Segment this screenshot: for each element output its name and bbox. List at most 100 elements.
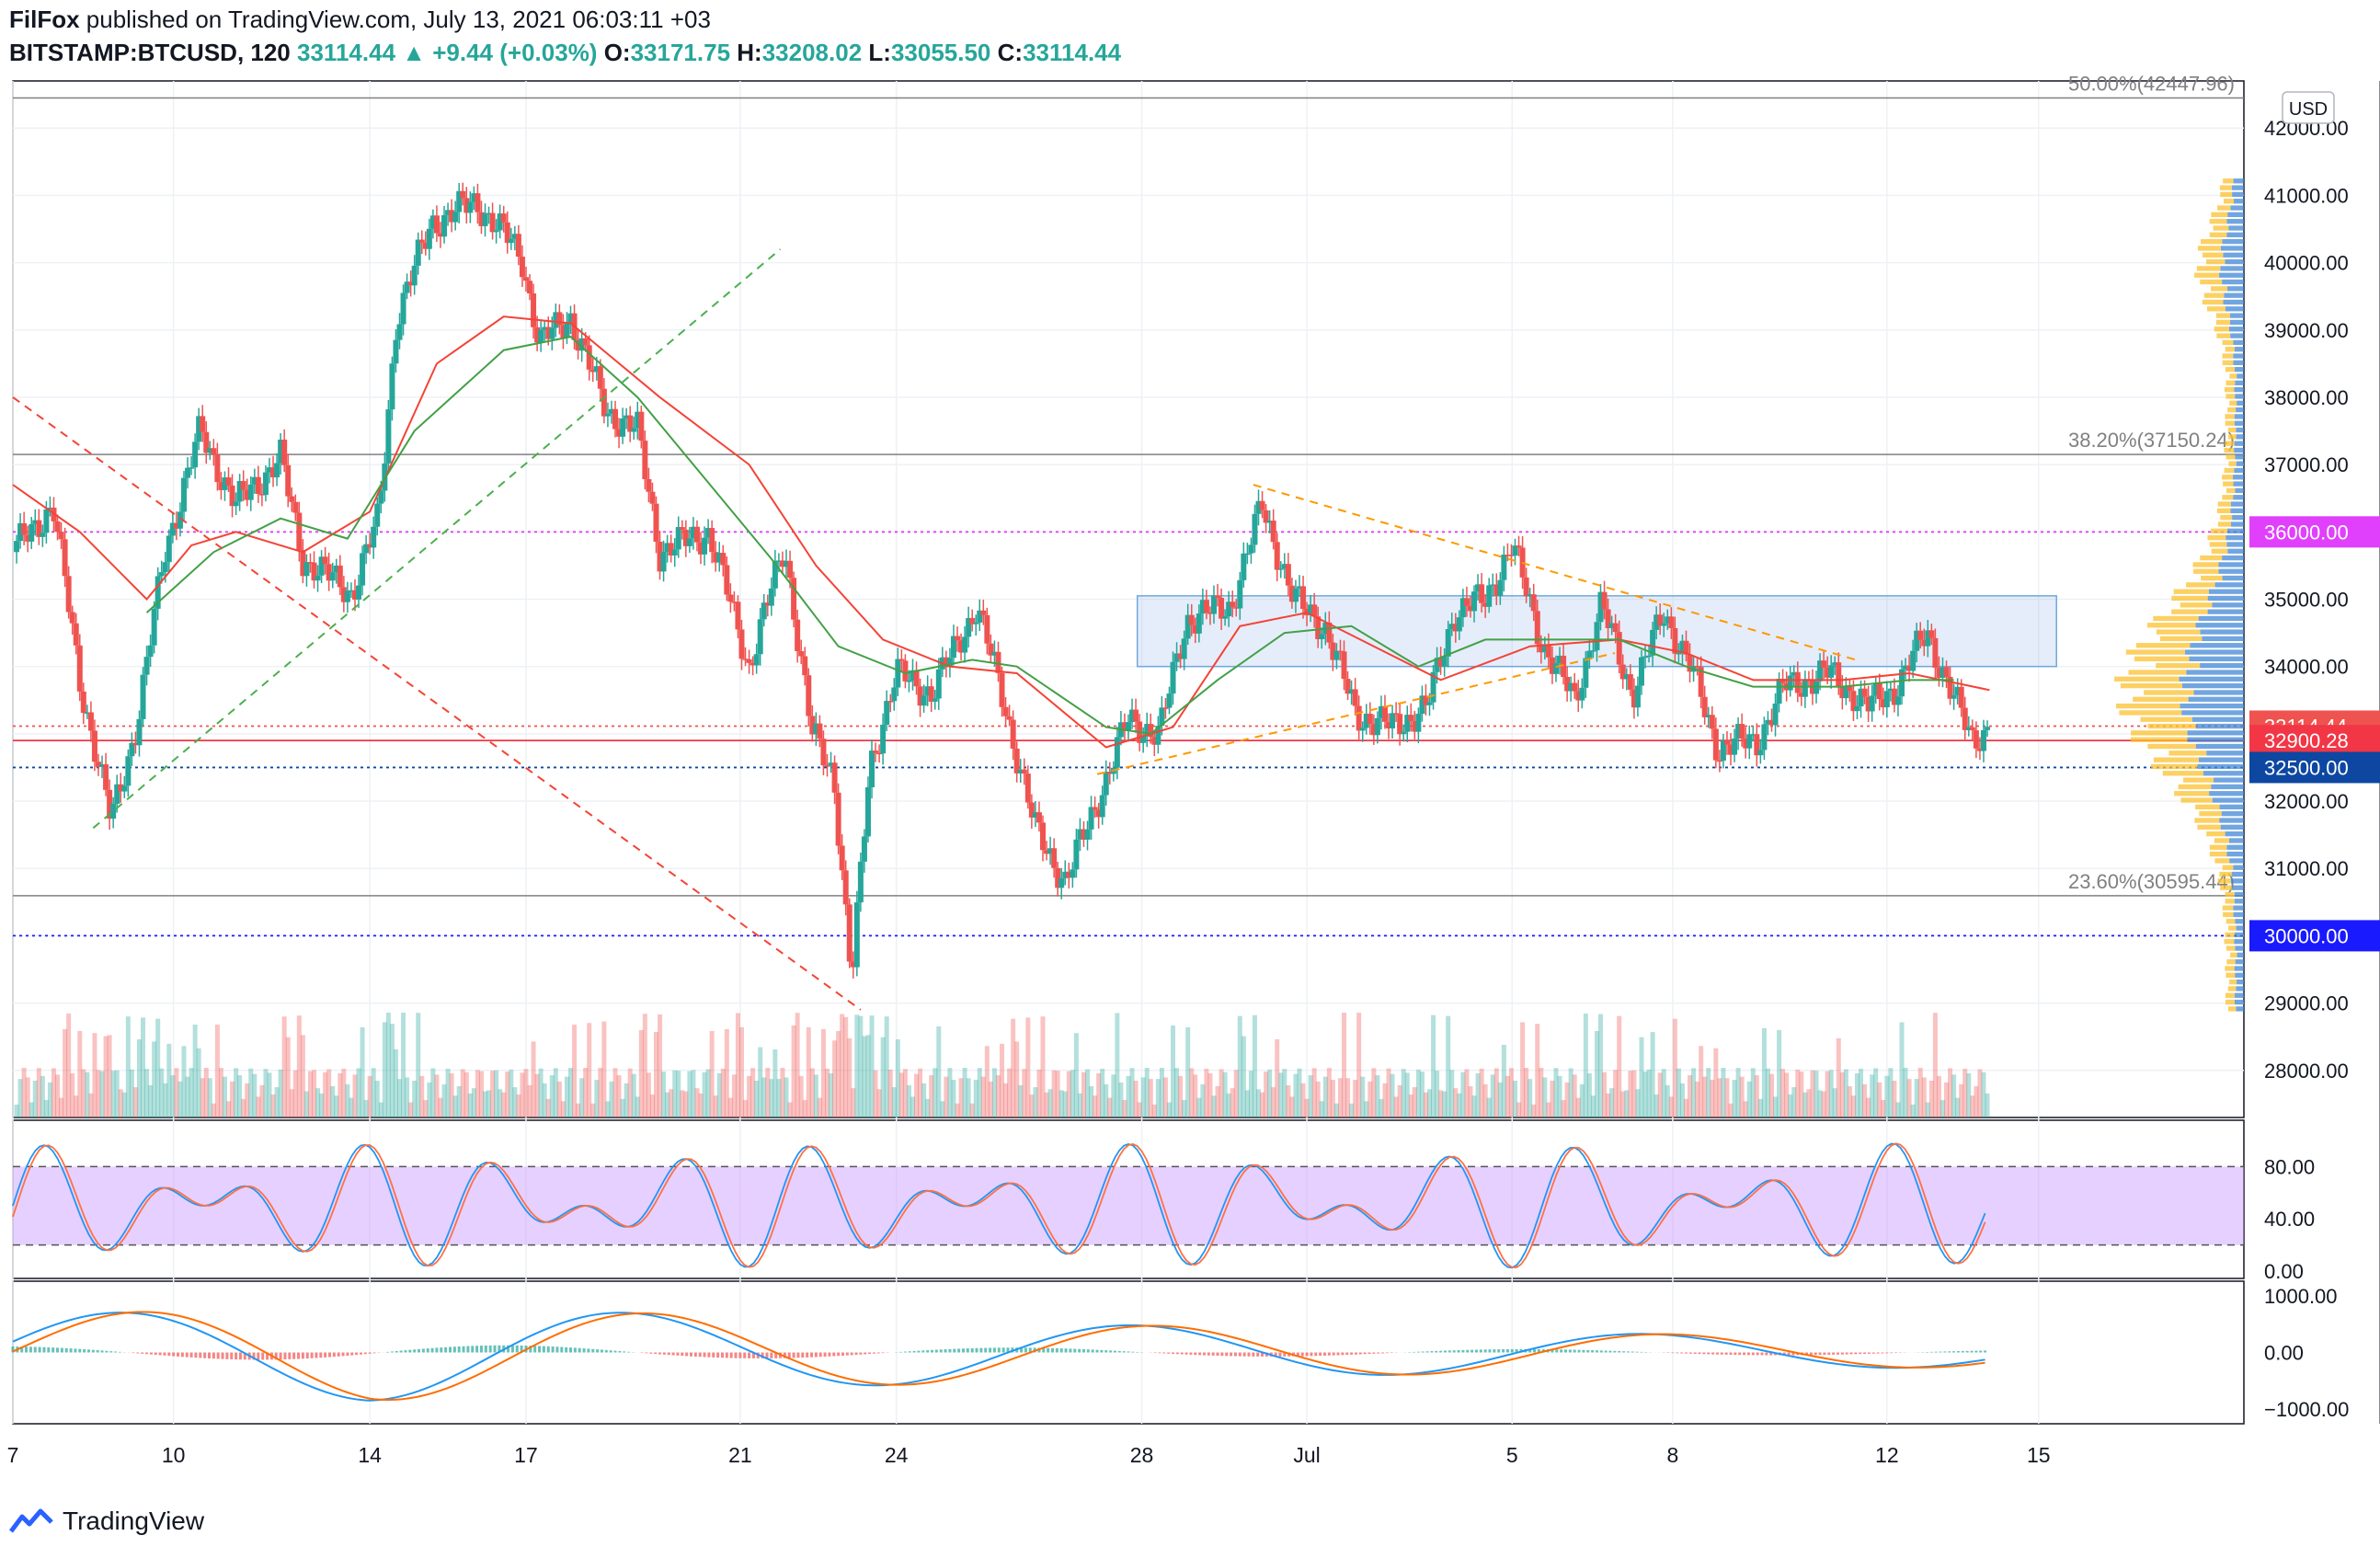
candle-body bbox=[753, 654, 760, 666]
candle-body bbox=[589, 369, 596, 372]
macd-histogram-bar bbox=[720, 1352, 724, 1358]
candle-body bbox=[65, 576, 72, 613]
volume-profile-bar bbox=[2222, 905, 2234, 911]
candle-body bbox=[921, 695, 927, 706]
volume-bar bbox=[1768, 1073, 1774, 1117]
volume-bar bbox=[1513, 1080, 1518, 1117]
volume-bar bbox=[1096, 1072, 1102, 1117]
macd-histogram-bar bbox=[1322, 1352, 1326, 1356]
macd-histogram-bar bbox=[529, 1346, 532, 1353]
x-tick-label: 17 bbox=[514, 1443, 538, 1467]
volume-bar bbox=[1468, 1086, 1473, 1117]
macd-histogram-bar bbox=[1081, 1348, 1085, 1353]
candle-body bbox=[1757, 750, 1764, 756]
symbol-title[interactable]: BITSTAMP:BTCUSD, 120 bbox=[9, 39, 291, 66]
candle-body bbox=[668, 543, 674, 556]
macd-histogram-bar bbox=[1984, 1350, 1987, 1353]
candle-body bbox=[1779, 679, 1786, 683]
macd-histogram-bar bbox=[555, 1346, 559, 1353]
macd-histogram-bar bbox=[413, 1349, 417, 1353]
volume-profile-bar bbox=[2212, 602, 2244, 608]
macd-histogram-bar bbox=[1435, 1350, 1438, 1353]
volume-bar bbox=[1497, 1082, 1503, 1117]
candle-body bbox=[1393, 713, 1400, 715]
volume-profile-bar bbox=[2234, 932, 2244, 938]
candle-body bbox=[1386, 721, 1392, 728]
candle-body bbox=[378, 490, 384, 504]
volume-bar bbox=[1022, 1069, 1027, 1117]
volume-bar bbox=[241, 1098, 246, 1117]
publisher-name[interactable]: FilFox bbox=[9, 6, 80, 33]
macd-histogram-bar bbox=[1086, 1349, 1090, 1353]
volume-bar bbox=[159, 1068, 165, 1117]
candle-body bbox=[616, 429, 623, 437]
candle-body bbox=[348, 590, 354, 592]
candle-body bbox=[114, 784, 120, 804]
macd-histogram-bar bbox=[1100, 1349, 1104, 1353]
volume-bar bbox=[1271, 1087, 1276, 1117]
volume-bar bbox=[1326, 1068, 1332, 1117]
macd-histogram-bar bbox=[368, 1352, 372, 1354]
volume-bar bbox=[1029, 1094, 1035, 1117]
tradingview-footer[interactable]: TradingView bbox=[9, 1507, 204, 1536]
macd-histogram-bar bbox=[1493, 1349, 1496, 1353]
macd-histogram-bar bbox=[676, 1352, 680, 1356]
macd-histogram-bar bbox=[1528, 1348, 1532, 1353]
volume-profile-bar bbox=[2226, 959, 2236, 965]
volume-profile-bar bbox=[2221, 811, 2244, 817]
volume-profile-bar bbox=[2211, 528, 2228, 533]
volume-bar bbox=[873, 1070, 878, 1117]
volume-bar bbox=[1650, 1032, 1655, 1117]
volume-bar bbox=[1743, 1101, 1748, 1117]
volume-bar bbox=[300, 1035, 305, 1117]
candle-body bbox=[1928, 630, 1935, 638]
candle-body bbox=[846, 904, 852, 962]
volume-profile-bar bbox=[2235, 945, 2244, 951]
candle-body bbox=[140, 674, 146, 719]
y-tick-label: 35000.00 bbox=[2264, 589, 2349, 612]
candle-body bbox=[322, 556, 328, 565]
volume-profile-bar bbox=[2231, 185, 2244, 190]
candle-body bbox=[1196, 613, 1202, 634]
candle-body bbox=[545, 327, 552, 339]
candle-body bbox=[1255, 500, 1262, 514]
macd-histogram-bar bbox=[1341, 1352, 1344, 1356]
x-tick-label: 21 bbox=[728, 1443, 752, 1467]
volume-profile-bar bbox=[2219, 804, 2244, 810]
macd-histogram-bar bbox=[337, 1352, 340, 1357]
candle-body bbox=[1073, 839, 1080, 870]
volume-bar bbox=[274, 1087, 280, 1117]
volume-bar bbox=[1278, 1072, 1284, 1117]
macd-histogram-bar bbox=[484, 1345, 487, 1353]
volume-profile-bar bbox=[2195, 723, 2244, 729]
macd-histogram-bar bbox=[475, 1346, 479, 1353]
candle-body bbox=[247, 484, 254, 500]
volume-profile-bar bbox=[2188, 696, 2244, 702]
volume-profile-bar bbox=[2230, 952, 2237, 958]
volume-profile-bar bbox=[2194, 272, 2220, 278]
volume-bar bbox=[1089, 1086, 1094, 1117]
volume-bar bbox=[70, 1072, 75, 1117]
candle-body bbox=[1694, 666, 1700, 668]
volume-profile-bar bbox=[2195, 743, 2244, 750]
volume-bar bbox=[1353, 1080, 1358, 1117]
volume-profile-bar bbox=[2215, 319, 2230, 326]
volume-bar bbox=[285, 1037, 291, 1117]
volume-profile-bar bbox=[2234, 367, 2244, 372]
volume-profile-bar bbox=[2226, 919, 2236, 924]
volume-bar bbox=[218, 1068, 223, 1117]
volume-bar bbox=[1304, 1098, 1310, 1117]
volume-profile-bar bbox=[2226, 844, 2244, 850]
volume-bar bbox=[1590, 1095, 1596, 1117]
volume-bar bbox=[1617, 1015, 1622, 1117]
candle-body bbox=[1266, 521, 1273, 523]
macd-histogram-bar bbox=[11, 1346, 15, 1353]
trendline bbox=[92, 248, 782, 830]
candle-body bbox=[1650, 629, 1656, 656]
volume-bar bbox=[966, 1078, 971, 1117]
candle-body bbox=[1419, 695, 1425, 715]
volume-bar bbox=[475, 1070, 480, 1117]
macd-histogram-bar bbox=[1363, 1352, 1367, 1355]
volume-bar bbox=[1564, 1082, 1570, 1117]
